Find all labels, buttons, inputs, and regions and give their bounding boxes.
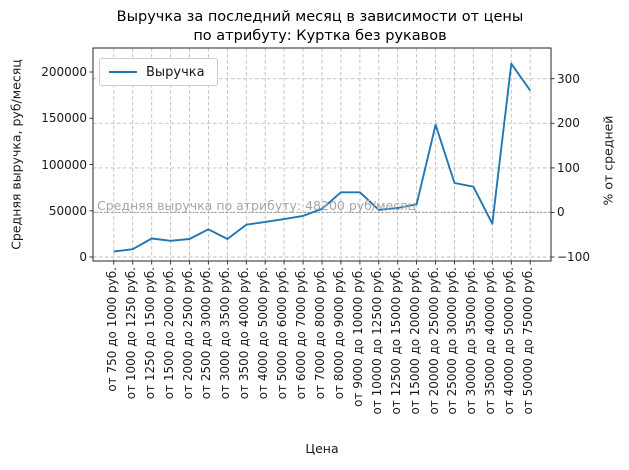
x-tick-label: от 4000 до 5000 руб. <box>256 267 271 400</box>
x-tick-label: от 10000 до 12500 руб. <box>369 267 384 415</box>
x-tick-label: от 20000 до 25000 руб. <box>426 267 441 415</box>
x-tick-label: от 7000 до 8000 руб. <box>313 267 327 400</box>
x-tick-label: от 25000 до 30000 руб. <box>445 267 460 415</box>
x-axis-label: Цена <box>305 441 339 456</box>
y-right-tick-label: 100 <box>557 160 580 175</box>
x-tick-label: от 2500 до 3000 руб. <box>199 267 214 400</box>
legend-label: Выручка <box>146 64 205 80</box>
legend-line-sample <box>109 71 137 73</box>
x-tick-label: от 15000 до 20000 руб. <box>407 267 422 415</box>
y-axis-label-right: % от средней <box>600 115 616 206</box>
x-tick-label: от 1500 до 2000 руб. <box>161 267 176 400</box>
x-tick-label: от 1250 до 1500 руб. <box>142 267 157 400</box>
x-tick-label: от 40000 до 50000 руб. <box>502 267 517 415</box>
x-tick-label: от 5000 до 6000 руб. <box>275 267 290 400</box>
data-line-revenue <box>113 62 531 253</box>
y-right-tick-label: 300 <box>557 71 580 86</box>
y-left-tick-label: 100000 <box>41 157 87 172</box>
legend: Выручка <box>99 58 218 86</box>
y-right-tick-label: 200 <box>557 116 580 131</box>
chart-title-line1: Выручка за последний месяц в зависимости… <box>116 9 524 25</box>
y-axis-label-left: Средняя выручка, руб/месяц <box>8 59 24 250</box>
x-tick-label: от 3000 до 3500 руб. <box>218 267 233 400</box>
x-tick-label: от 3500 до 4000 руб. <box>237 267 252 400</box>
x-tick-label: от 2000 до 2500 руб. <box>180 267 195 400</box>
y-right-tick-label: −100 <box>557 250 590 265</box>
x-tick-label: от 35000 до 40000 руб. <box>483 267 498 415</box>
mean-line-annotation: Средняя выручка по атрибуту: 48200 руб/м… <box>97 198 417 213</box>
y-left-tick-label: 0 <box>79 250 87 265</box>
y-left-tick-label: 50000 <box>48 203 87 218</box>
x-tick-label: от 9000 до 10000 руб. <box>350 267 365 407</box>
x-tick-label: от 6000 до 7000 руб. <box>294 267 309 400</box>
x-tick-label: от 12500 до 15000 руб. <box>388 267 403 415</box>
x-tick-label: от 30000 до 35000 руб. <box>464 267 479 415</box>
x-tick-label: от 750 до 1000 руб. <box>104 267 119 392</box>
x-tick-label: от 50000 до 75000 руб. <box>521 267 536 415</box>
chart-title-line2: по атрибуту: Куртка без рукавов <box>193 27 447 44</box>
chart-title: Выручка за последний месяц в зависимости… <box>60 8 580 45</box>
x-tick-label: от 8000 до 9000 руб. <box>331 267 346 400</box>
y-left-tick-label: 150000 <box>41 111 87 126</box>
y-left-tick-label: 200000 <box>41 65 87 80</box>
x-tick-label: от 1000 до 1250 руб. <box>123 267 138 400</box>
y-right-tick-label: 0 <box>557 205 565 220</box>
